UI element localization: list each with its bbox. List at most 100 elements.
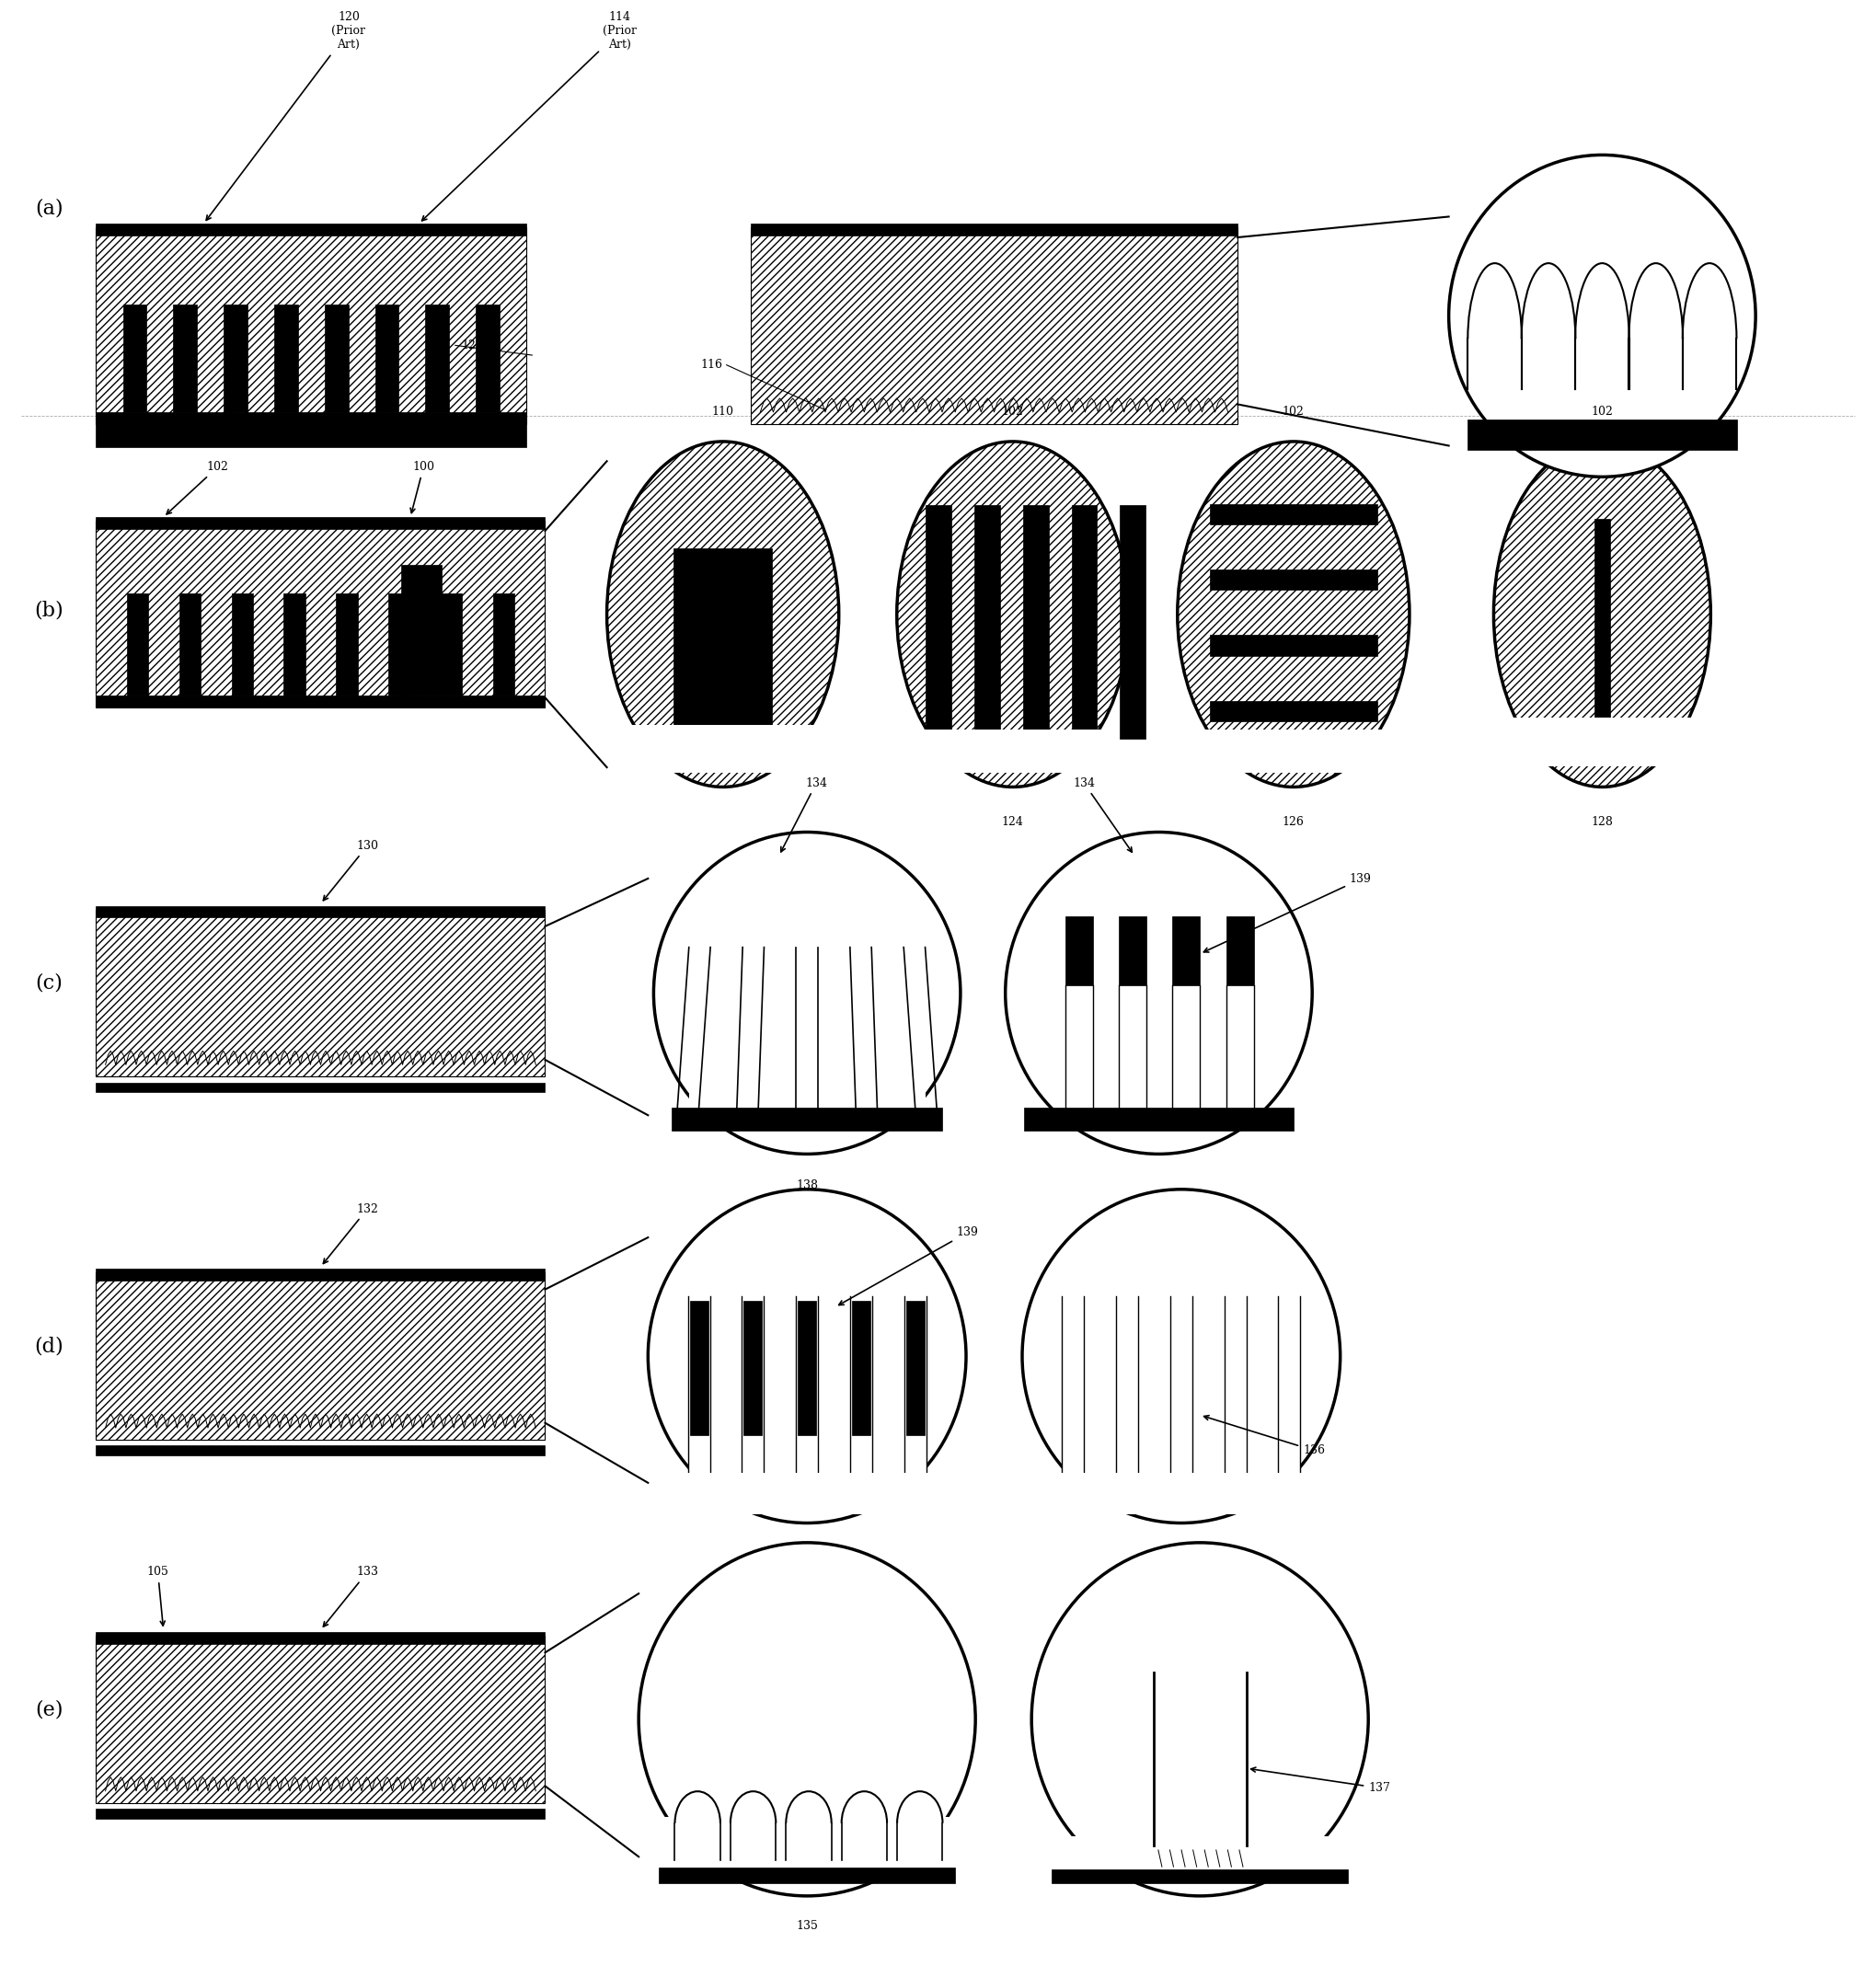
Text: (a): (a) [36,198,64,217]
Bar [1062,1261,1084,1487]
Bar [743,911,764,1119]
Bar [1278,1261,1300,1487]
Bar [1024,1107,1294,1131]
Bar [668,1473,947,1503]
Bar [1510,718,1694,767]
Circle shape [638,1542,976,1896]
Text: 110: 110 [711,405,734,417]
Ellipse shape [897,441,1129,787]
Ellipse shape [1178,441,1409,787]
Bar [1056,1837,1343,1884]
Text: 116: 116 [702,360,722,372]
Bar [688,1261,709,1487]
Text: 139: 139 [1204,874,1371,953]
Bar [672,1107,942,1131]
Bar [750,227,1238,423]
Bar [128,593,148,696]
Text: 120
(Prior
Art): 120 (Prior Art) [206,12,366,219]
Bar [743,1301,762,1435]
Bar [1118,917,1146,985]
Bar [795,911,818,1119]
Text: 102: 102 [1283,405,1304,417]
Bar [797,1301,816,1435]
Bar [625,755,822,773]
Circle shape [653,832,961,1155]
Bar [1071,506,1097,739]
Bar [927,506,951,739]
Bar [1052,1870,1349,1884]
Text: 102: 102 [167,461,229,514]
Bar [673,548,773,739]
Bar [1171,1261,1193,1487]
Bar [750,223,1238,235]
Bar [223,304,248,411]
Text: 134: 134 [1073,777,1131,852]
Bar [795,1261,818,1487]
Bar [96,909,546,1075]
Text: 132: 132 [323,1202,379,1263]
Bar [401,565,443,696]
Ellipse shape [1009,844,1308,1141]
Bar [375,304,400,411]
Bar [668,1483,947,1514]
Ellipse shape [1493,441,1711,787]
Text: (e): (e) [36,1700,64,1720]
Text: 122: 122 [461,340,482,352]
Bar [1195,730,1392,773]
Bar [1467,419,1737,451]
Bar [96,1635,546,1803]
Bar [1210,569,1377,589]
Text: 138: 138 [795,1178,818,1190]
Bar [178,593,201,696]
Bar [477,304,499,411]
Bar [231,593,253,696]
Circle shape [1022,1190,1339,1522]
Bar [1066,981,1094,1119]
Ellipse shape [606,441,839,787]
Text: 139: 139 [839,1226,979,1305]
Bar [96,227,527,423]
Text: 124: 124 [1002,817,1024,828]
Bar [441,593,461,696]
Bar [1022,506,1049,739]
Text: 128: 128 [1591,817,1613,828]
Bar [1225,1261,1246,1487]
Bar [336,593,358,696]
Bar [658,1817,955,1884]
Bar [96,1273,546,1439]
Circle shape [1032,1542,1368,1896]
Text: (b): (b) [36,601,64,621]
Bar [1595,520,1610,726]
Ellipse shape [1037,1556,1364,1882]
Bar [96,411,527,447]
Bar [1041,1483,1321,1514]
Bar [850,1261,872,1487]
Bar [96,1269,546,1281]
Ellipse shape [658,844,957,1141]
Bar [96,696,546,708]
Bar [914,730,1111,773]
Bar [1172,917,1201,985]
Bar [96,518,546,530]
Text: 102: 102 [1002,405,1024,417]
Bar [173,304,197,411]
Bar [96,1445,546,1455]
Text: 100: 100 [411,461,435,512]
Text: 114
(Prior
Art): 114 (Prior Art) [422,12,638,221]
Bar [904,911,925,1119]
Bar [658,1868,955,1884]
Bar [1227,917,1253,985]
Bar [96,223,527,235]
Ellipse shape [653,1202,961,1510]
Bar [325,304,349,411]
Bar [426,304,448,411]
Bar [1116,1261,1139,1487]
Bar [96,905,546,917]
Bar [688,911,711,1119]
Text: 133: 133 [323,1566,379,1627]
Bar [96,1809,546,1819]
Text: 136: 136 [1204,1416,1324,1457]
Bar [852,1301,870,1435]
Circle shape [647,1190,966,1522]
Bar [690,1301,707,1435]
